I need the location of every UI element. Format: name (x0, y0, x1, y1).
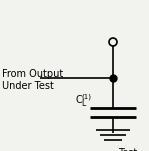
Text: C: C (75, 95, 82, 105)
Text: From Output
Under Test: From Output Under Test (2, 69, 63, 91)
Text: Test
Point: Test Point (118, 148, 142, 151)
Text: L: L (82, 98, 86, 108)
Text: (1): (1) (82, 93, 91, 100)
